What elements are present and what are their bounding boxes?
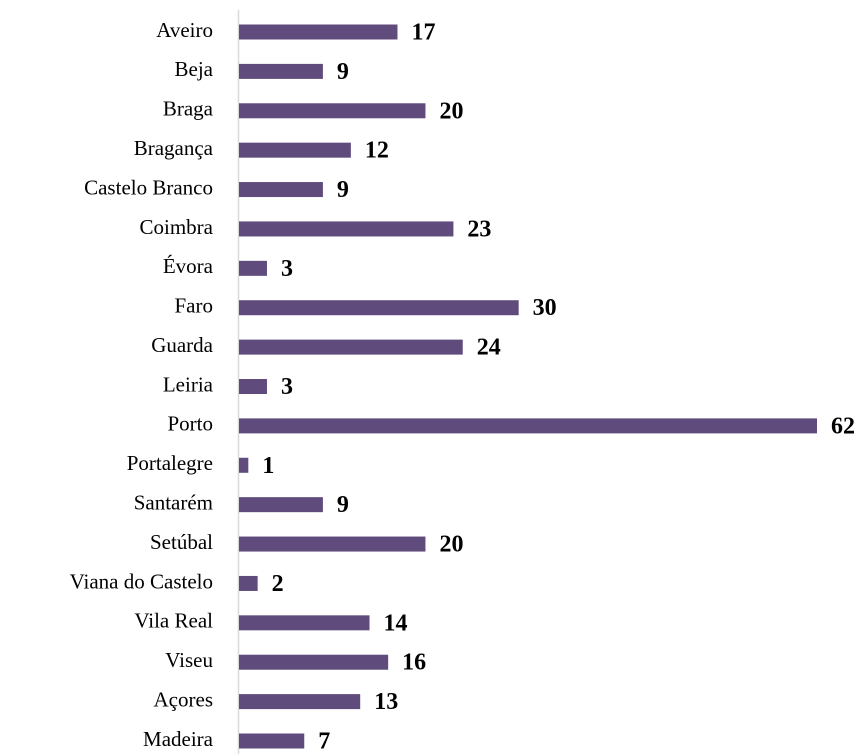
data-label: 30 (533, 295, 557, 321)
bar (239, 733, 305, 749)
y-tick-label: Vila Real (134, 609, 213, 633)
y-tick-label: Beja (175, 57, 214, 81)
bar (239, 260, 267, 276)
bar (239, 575, 258, 591)
y-tick-label: Viseu (165, 648, 213, 672)
bar (239, 497, 323, 513)
y-tick-label: Braga (163, 97, 214, 121)
bar (239, 536, 426, 552)
data-label: 12 (365, 138, 389, 164)
y-tick-label: Bragança (134, 136, 214, 160)
bar (239, 182, 323, 198)
data-label: 16 (402, 650, 426, 676)
data-label: 62 (831, 413, 855, 439)
y-tick-label: Aveiro (156, 18, 213, 42)
data-label: 9 (337, 59, 349, 85)
bar (239, 24, 398, 40)
bar (239, 63, 323, 79)
bar (239, 654, 389, 670)
data-label: 3 (281, 374, 293, 400)
y-tick-label: Guarda (151, 333, 213, 357)
y-tick-label: Faro (175, 294, 214, 318)
y-tick-label: Coimbra (140, 215, 214, 239)
bar (239, 221, 454, 237)
y-tick-label: Portalegre (127, 451, 213, 475)
y-tick-label: Açores (154, 687, 213, 711)
data-label: 2 (272, 571, 284, 597)
data-label: 20 (439, 98, 463, 124)
y-tick-label: Castelo Branco (84, 175, 213, 199)
bar (239, 694, 361, 710)
bar (239, 339, 463, 355)
bar (239, 418, 817, 434)
data-label: 24 (477, 335, 501, 361)
data-label: 23 (467, 216, 491, 242)
y-tick-label: Leiria (163, 372, 214, 396)
y-tick-label: Madeira (143, 727, 214, 751)
y-tick-label: Santarém (134, 490, 213, 514)
bar (239, 103, 426, 119)
data-label: 1 (262, 453, 274, 479)
data-label: 14 (384, 610, 408, 636)
data-label: 17 (411, 20, 435, 46)
bar (239, 300, 519, 316)
data-label: 7 (318, 729, 330, 754)
data-label: 9 (337, 492, 349, 518)
bar (239, 379, 267, 394)
y-tick-label: Porto (167, 412, 213, 436)
y-tick-label: Viana do Castelo (70, 569, 213, 593)
data-label: 13 (374, 689, 398, 715)
bar (239, 615, 370, 631)
bar (239, 142, 351, 158)
data-label: 3 (281, 256, 293, 282)
data-label: 20 (439, 532, 463, 558)
y-tick-label: Évora (163, 254, 214, 278)
bar (239, 457, 249, 473)
data-label: 9 (337, 177, 349, 203)
y-tick-label: Setúbal (150, 530, 213, 554)
